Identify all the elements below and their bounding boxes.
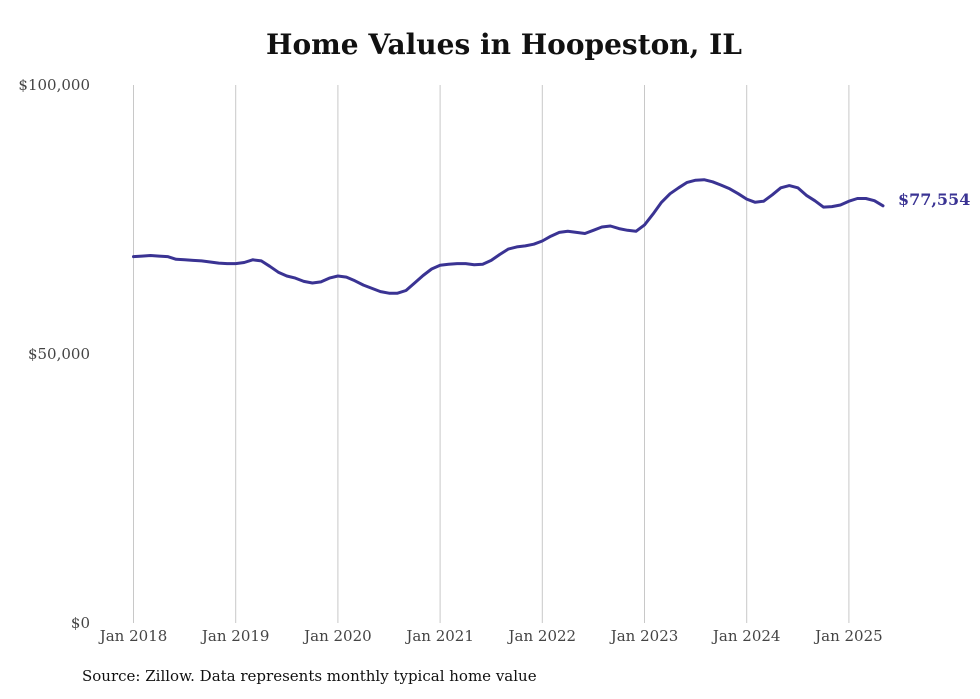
x-tick-label: Jan 2022 — [507, 627, 577, 645]
x-tick-label: Jan 2023 — [609, 627, 679, 645]
x-tick-label: Jan 2025 — [813, 627, 883, 645]
y-tick-label: $0 — [71, 614, 90, 632]
series-line — [132, 178, 885, 295]
x-tick-label: Jan 2019 — [200, 627, 270, 645]
grid-lines — [133, 85, 850, 623]
x-axis-ticks: Jan 2018 Jan 2019 Jan 2020 Jan 2021 Jan 2022… — [98, 627, 883, 645]
x-tick-label: Jan 2020 — [302, 627, 372, 645]
chart-title: Home Values in Hoopeston, IL — [266, 28, 742, 61]
x-tick-label: Jan 2018 — [98, 627, 168, 645]
y-tick-label: $100,000 — [18, 76, 90, 94]
y-axis-ticks: $0 $50,000 $100,000 — [18, 76, 90, 632]
source-note: Source: Zillow. Data represents monthly … — [82, 667, 537, 685]
x-tick-label: Jan 2021 — [404, 627, 474, 645]
x-tick-label: Jan 2024 — [711, 627, 781, 645]
series-group: $77,554 — [132, 178, 970, 295]
y-tick-label: $50,000 — [28, 345, 90, 363]
series-end-label: $77,554 — [898, 190, 970, 209]
